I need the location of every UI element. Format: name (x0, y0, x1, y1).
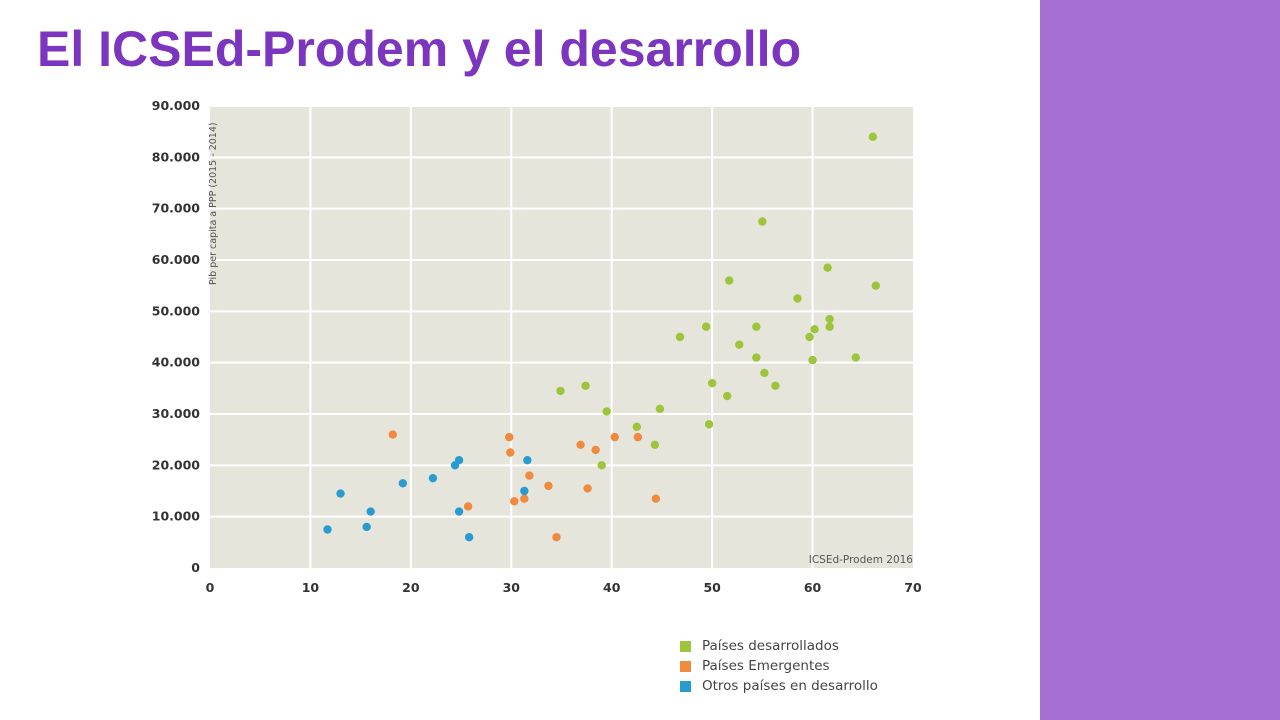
data-point (428, 473, 438, 483)
data-point (597, 461, 606, 470)
data-point (544, 481, 553, 491)
data-point (602, 407, 611, 416)
x-tick-label: 30 (503, 580, 521, 595)
y-tick-label: 10.000 (152, 509, 201, 524)
legend-label-otros: Otros países en desarrollo (702, 678, 878, 694)
x-tick-label: 70 (904, 580, 922, 595)
data-points (323, 132, 881, 542)
data-point (851, 353, 860, 362)
data-point (632, 422, 642, 432)
data-point (655, 404, 665, 414)
legend-label-desarrollados: Países desarrollados (702, 638, 839, 654)
data-point (633, 432, 643, 442)
y-tick-label: 60.000 (152, 252, 201, 267)
data-point (510, 497, 519, 506)
y-tick-label: 50.000 (152, 303, 201, 318)
data-point (464, 533, 474, 542)
data-point (552, 533, 561, 542)
data-point (825, 322, 834, 331)
data-point (707, 379, 717, 388)
x-tick-label: 60 (804, 580, 822, 595)
legend-item-otros: Otros países en desarrollo (680, 676, 878, 696)
plot-area (210, 106, 913, 568)
data-point (868, 132, 878, 141)
legend-item-desarrollados: Países desarrollados (680, 636, 878, 656)
data-point (362, 522, 371, 532)
x-tick-label: 50 (703, 580, 721, 595)
data-point (556, 386, 565, 396)
data-point (576, 440, 585, 449)
data-point (725, 276, 734, 285)
data-point (701, 322, 711, 331)
data-point (823, 263, 832, 272)
data-point (520, 494, 529, 503)
legend-item-emergentes: Países Emergentes (680, 656, 878, 676)
legend-label-emergentes: Países Emergentes (702, 658, 830, 674)
data-point (463, 502, 473, 511)
grid-lines (210, 105, 913, 568)
x-tick-label: 10 (302, 580, 320, 595)
data-point (454, 507, 464, 516)
data-point (520, 486, 529, 496)
data-point (793, 294, 802, 303)
y-tick-label: 90.000 (152, 98, 201, 113)
data-point (523, 456, 532, 465)
legend-swatch-desarrollados (680, 640, 691, 652)
data-point (704, 420, 714, 429)
chart-legend: Países desarrollados Países Emergentes O… (680, 636, 878, 696)
data-point (366, 507, 375, 516)
data-point (808, 355, 817, 365)
data-point (388, 430, 397, 439)
data-point (825, 314, 834, 324)
x-tick-labels: 0 10 20 30 40 50 60 70 (206, 580, 922, 595)
data-point (651, 494, 661, 503)
legend-swatch-emergentes (680, 660, 691, 672)
data-point (771, 381, 780, 390)
data-point (398, 479, 408, 488)
data-point (583, 484, 592, 493)
y-tick-label: 30.000 (152, 406, 201, 421)
data-point (723, 391, 732, 401)
data-point (810, 325, 819, 334)
x-tick-label: 0 (206, 580, 215, 595)
data-point (871, 281, 881, 290)
y-axis-label: Pib per capita a PPP (2015 - 2014) (208, 122, 219, 285)
data-point (525, 471, 534, 480)
scatter-chart: 0 10.000 20.000 30.000 40.000 50.000 60.000 70.… (152, 98, 922, 595)
data-point (336, 489, 345, 498)
x-tick-label: 40 (603, 580, 621, 595)
legend-swatch-otros (680, 680, 691, 692)
data-point (323, 525, 332, 534)
y-tick-label: 70.000 (152, 201, 201, 216)
data-point (758, 217, 767, 226)
data-point (506, 448, 515, 457)
data-point (735, 340, 744, 349)
x-tick-label: 20 (402, 580, 420, 595)
data-point (610, 432, 619, 442)
source-annotation: ICSEd-Prodem 2016 (809, 554, 914, 566)
slide-title: El ICSEd-Prodem y el desarrollo (37, 21, 802, 77)
data-point (805, 332, 814, 342)
y-tick-label: 20.000 (152, 457, 201, 472)
y-tick-label: 0 (191, 560, 200, 575)
y-tick-label: 80.000 (152, 149, 201, 164)
data-point (450, 461, 460, 470)
data-point (675, 332, 685, 342)
data-point (505, 432, 514, 442)
data-point (581, 381, 590, 390)
y-tick-label: 40.000 (152, 355, 201, 370)
data-point (760, 368, 769, 378)
data-point (650, 440, 660, 449)
data-point (752, 322, 761, 331)
y-tick-labels: 0 10.000 20.000 30.000 40.000 50.000 60.000 70.… (152, 98, 201, 575)
data-point (752, 353, 761, 362)
data-point (591, 445, 600, 455)
side-panel (1040, 0, 1280, 720)
